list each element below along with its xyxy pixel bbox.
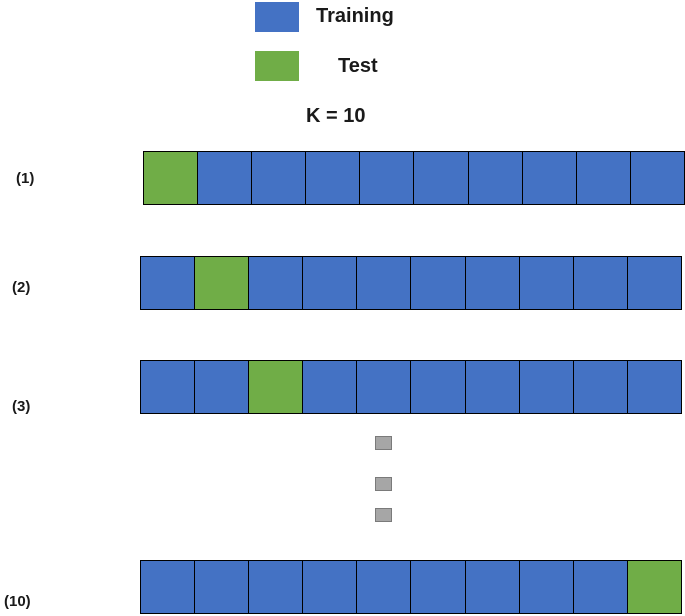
row-label-1: (1): [16, 170, 35, 187]
training-fold-cell: [249, 561, 304, 613]
training-fold-cell: [465, 257, 520, 309]
k-value-label: K = 10: [306, 105, 366, 127]
training-fold-cell: [519, 361, 574, 413]
training-fold-cell: [519, 257, 574, 309]
test-swatch: [255, 51, 299, 81]
test-fold-cell: [627, 561, 681, 613]
training-fold-cell: [411, 361, 466, 413]
training-fold-cell: [249, 257, 304, 309]
row-label-3: (3): [12, 398, 31, 415]
training-fold-cell: [306, 152, 361, 204]
ellipsis-dot-2: [375, 477, 392, 491]
test-fold-cell: [249, 361, 304, 413]
training-fold-cell: [627, 361, 681, 413]
training-fold-cell: [303, 361, 358, 413]
training-fold-cell: [411, 257, 466, 309]
training-fold-cell: [195, 561, 250, 613]
training-fold-cell: [522, 152, 577, 204]
training-fold-cell: [141, 561, 196, 613]
fold-row-10: [140, 560, 682, 614]
training-fold-cell: [141, 361, 196, 413]
training-fold-cell: [630, 152, 684, 204]
training-fold-cell: [357, 257, 412, 309]
training-fold-cell: [357, 561, 412, 613]
training-fold-cell: [357, 361, 412, 413]
fold-row-2: [140, 256, 682, 310]
training-fold-cell: [519, 561, 574, 613]
row-label-10: (10): [4, 593, 31, 610]
fold-row-3: [140, 360, 682, 414]
training-label: Training: [316, 5, 394, 27]
training-fold-cell: [465, 361, 520, 413]
training-fold-cell: [465, 561, 520, 613]
training-fold-cell: [573, 257, 628, 309]
training-fold-cell: [303, 561, 358, 613]
training-fold-cell: [411, 561, 466, 613]
training-fold-cell: [576, 152, 631, 204]
training-fold-cell: [414, 152, 469, 204]
training-fold-cell: [360, 152, 415, 204]
training-fold-cell: [195, 361, 250, 413]
test-fold-cell: [195, 257, 250, 309]
training-fold-cell: [468, 152, 523, 204]
training-fold-cell: [198, 152, 253, 204]
training-swatch: [255, 2, 299, 32]
test-label: Test: [338, 55, 378, 77]
ellipsis-dot-1: [375, 436, 392, 450]
row-label-2: (2): [12, 279, 31, 296]
training-fold-cell: [627, 257, 681, 309]
training-fold-cell: [141, 257, 196, 309]
fold-row-1: [143, 151, 685, 205]
ellipsis-dot-3: [375, 508, 392, 522]
training-fold-cell: [303, 257, 358, 309]
training-fold-cell: [573, 361, 628, 413]
training-fold-cell: [252, 152, 307, 204]
training-fold-cell: [573, 561, 628, 613]
test-fold-cell: [144, 152, 199, 204]
